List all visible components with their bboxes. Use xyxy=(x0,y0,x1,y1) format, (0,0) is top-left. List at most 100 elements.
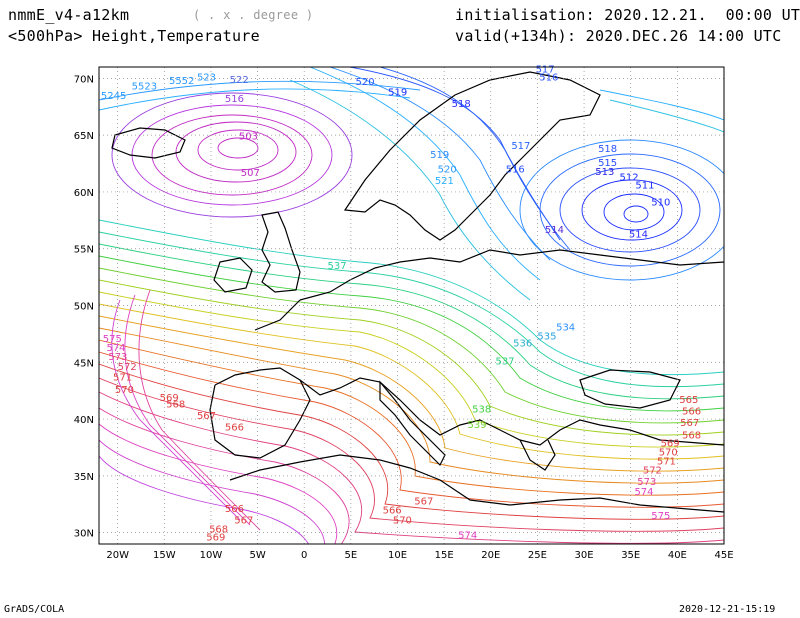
contour-label: 514 xyxy=(545,225,564,236)
latitude-tick-label: 35N xyxy=(74,472,94,483)
contour-label: 516 xyxy=(506,165,525,176)
latitude-tick-labels: 30N 35N 40N 45N 50N 55N 60N 65N 70N xyxy=(74,74,94,539)
footer-credit: GrADS/COLA xyxy=(4,604,65,615)
footer-timestamp: 2020-12-21-15:19 xyxy=(679,604,776,615)
contour-label: 566 xyxy=(383,505,402,516)
contour-label: 567 xyxy=(680,418,699,429)
contour-label: 520 xyxy=(356,77,375,88)
contour-label: 572 xyxy=(643,466,662,477)
contour-label: 570 xyxy=(115,385,134,396)
latitude-tick-label: 30N xyxy=(74,529,94,540)
contour-label: 570 xyxy=(659,447,678,458)
contour-label: 574 xyxy=(106,343,125,354)
contour-label: 565 xyxy=(679,395,698,406)
initialisation-time: initialisation: 2020.12.21. 00:00 UTC xyxy=(455,6,800,24)
contour-label: 566 xyxy=(225,504,244,515)
contour-label: 538 xyxy=(472,404,491,415)
contour-label: 513 xyxy=(595,167,614,178)
contour-label: 512 xyxy=(620,173,639,184)
longitude-tick-label: 20E xyxy=(481,550,500,561)
contour-field xyxy=(99,67,724,544)
contour-label: 567 xyxy=(414,496,433,507)
contour-label: 567 xyxy=(234,516,253,527)
longitude-tick-label: 30E xyxy=(575,550,594,561)
longitude-tick-label: 25E xyxy=(528,550,547,561)
contour-label: 519 xyxy=(388,87,407,98)
longitude-tick-label: 35E xyxy=(621,550,640,561)
latitude-tick-label: 40N xyxy=(74,415,94,426)
latitude-tick-label: 60N xyxy=(74,188,94,199)
contour-label: 514 xyxy=(629,229,648,240)
contour-label: 5523 xyxy=(132,82,157,93)
longitude-tick-label: 20W xyxy=(106,550,129,561)
longitude-tick-label: 10W xyxy=(200,550,223,561)
contour-label: 537 xyxy=(495,357,514,368)
contour-label: 566 xyxy=(682,407,701,418)
contour-label: 568 xyxy=(682,430,701,441)
contour-label: 535 xyxy=(537,332,556,343)
contour-label: 5552 xyxy=(169,76,194,87)
contour-label: 515 xyxy=(598,158,617,169)
contour-label: 569 xyxy=(160,393,179,404)
contour-label: 575 xyxy=(651,511,670,522)
longitude-tick-label: 5W xyxy=(249,550,265,561)
contour-label: 571 xyxy=(657,457,676,468)
contour-label: 5245 xyxy=(101,91,126,102)
contour-label: 510 xyxy=(651,198,670,209)
contour-label: 517 xyxy=(536,65,555,76)
coastlines xyxy=(111,71,724,513)
longitude-tick-label: 15W xyxy=(153,550,176,561)
valid-time: valid(+134h): 2020.DEC.26 14:00 UTC xyxy=(455,27,782,45)
latitude-tick-label: 70N xyxy=(74,74,94,85)
level-field-title: <500hPa> Height,Temperature xyxy=(8,27,260,45)
contour-label: 566 xyxy=(225,422,244,433)
contour-label: 569 xyxy=(206,533,225,544)
contour-label: 519 xyxy=(430,150,449,161)
map-frame xyxy=(98,66,725,545)
latitude-tick-label: 45N xyxy=(74,358,94,369)
contour-label: 536 xyxy=(513,338,532,349)
longitude-tick-label: 10E xyxy=(388,550,407,561)
contour-label: 572 xyxy=(118,362,137,373)
contour-label: 574 xyxy=(634,487,653,498)
contour-label: 537 xyxy=(328,261,347,272)
contour-label: 511 xyxy=(635,181,654,192)
contour-label: 523 xyxy=(197,73,216,84)
contour-label: 575 xyxy=(103,334,122,345)
contour-label: 516 xyxy=(225,94,244,105)
contour-label: 503 xyxy=(239,132,258,143)
latitude-tick-label: 50N xyxy=(74,302,94,313)
contour-label: 568 xyxy=(209,525,228,536)
contour-label: 569 xyxy=(661,438,680,449)
contour-label: 517 xyxy=(511,141,530,152)
contour-label: 520 xyxy=(438,165,457,176)
contour-label: 574 xyxy=(458,530,477,541)
longitude-tick-labels: 20W 15W 10W 5W 0 5E 10E 15E 20E 25E 30E 35E 40E 45E xyxy=(106,550,733,561)
contour-label: 507 xyxy=(241,168,260,179)
contour-label: 522 xyxy=(230,75,249,86)
longitude-tick-label: 0 xyxy=(301,550,307,561)
contour-label: 570 xyxy=(393,516,412,527)
contour-label: 534 xyxy=(556,322,575,333)
units-note: ( . x . degree ) xyxy=(193,8,314,22)
contour-label: 568 xyxy=(166,400,185,411)
contour-label: 518 xyxy=(452,99,471,110)
contour-label: 571 xyxy=(113,372,132,383)
longitude-tick-label: 45E xyxy=(714,550,733,561)
contour-label: 573 xyxy=(637,477,656,488)
contour-label: 573 xyxy=(108,352,127,363)
latitude-tick-label: 65N xyxy=(74,131,94,142)
contour-label: 567 xyxy=(197,411,216,422)
contour-label: 518 xyxy=(598,144,617,155)
graticule xyxy=(99,67,725,544)
contour-label: 539 xyxy=(467,420,486,431)
longitude-tick-label: 5E xyxy=(345,550,358,561)
latitude-tick-label: 55N xyxy=(74,245,94,256)
contour-label: 516 xyxy=(539,73,558,84)
model-name: nmmE_v4-a12km xyxy=(8,6,130,24)
longitude-tick-label: 40E xyxy=(668,550,687,561)
contour-label: 521 xyxy=(435,176,454,187)
longitude-tick-label: 15E xyxy=(435,550,454,561)
